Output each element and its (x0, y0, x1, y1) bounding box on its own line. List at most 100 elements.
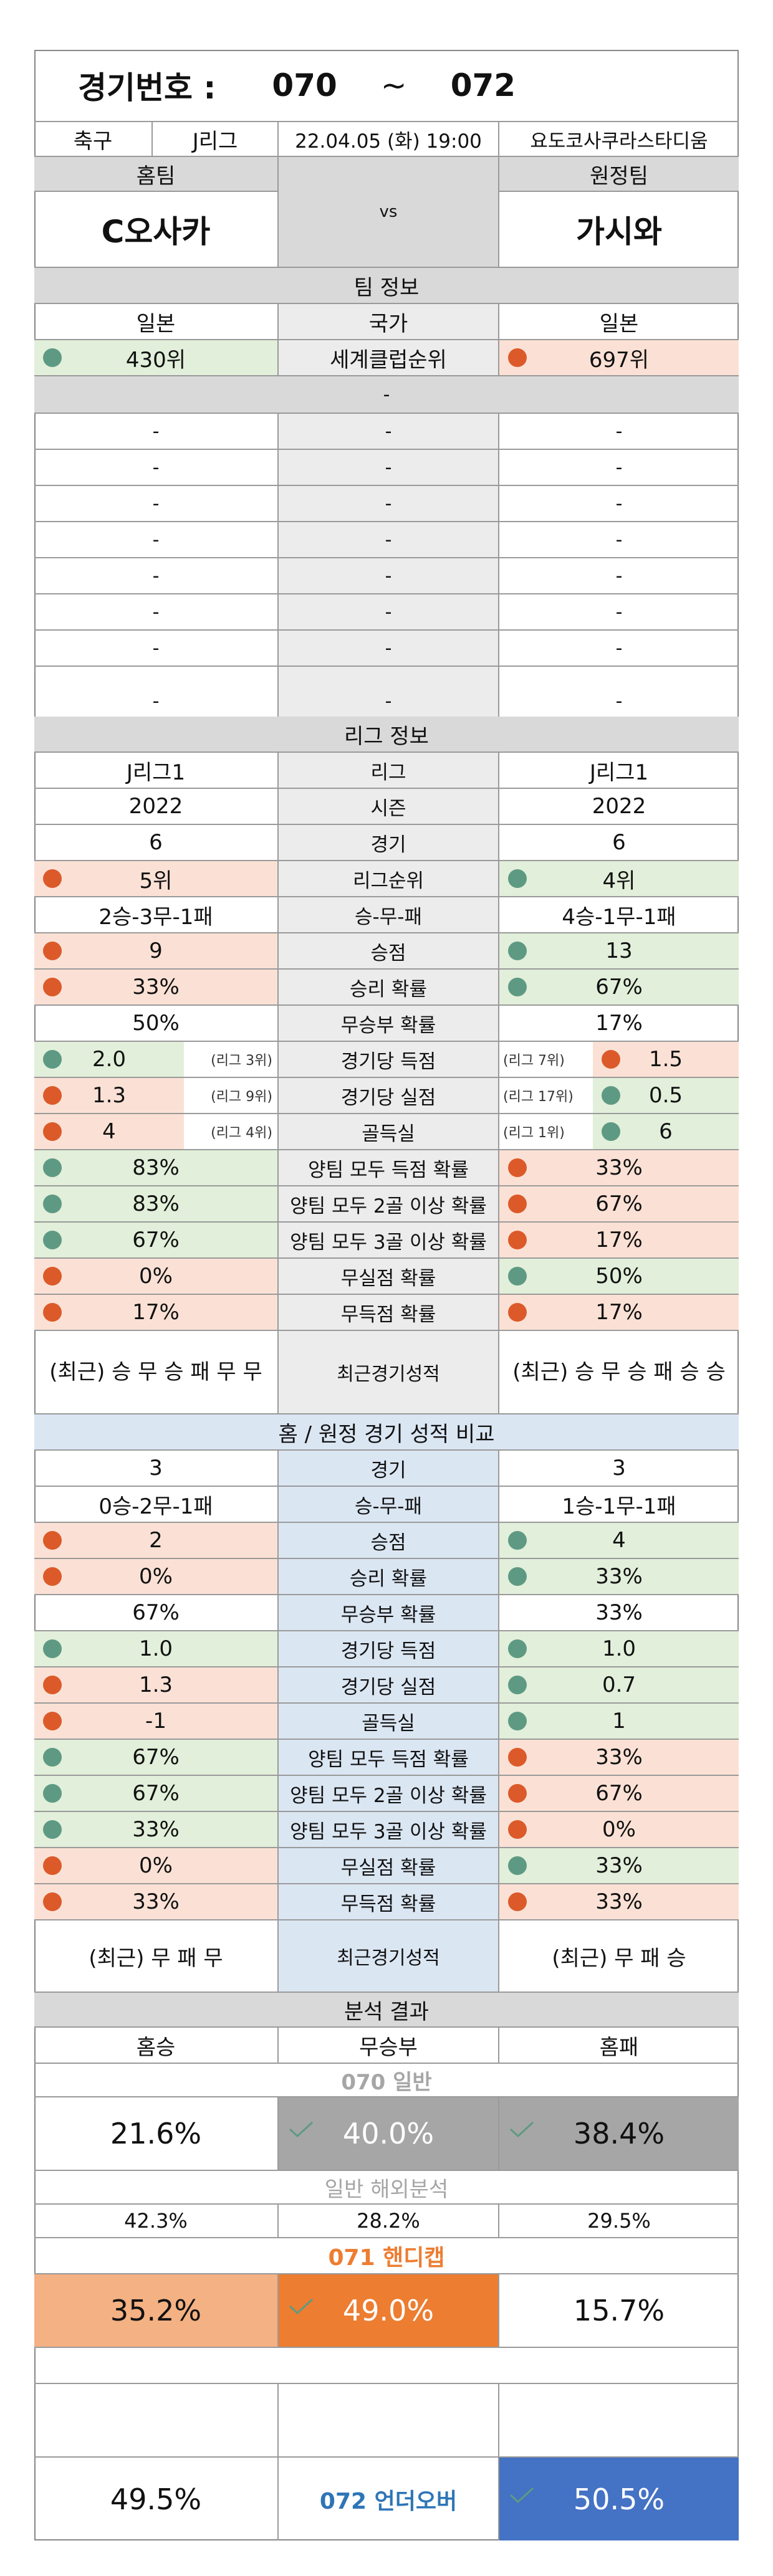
home-world-rank: 430위 (125, 347, 186, 373)
dash-cell: - (34, 450, 279, 485)
league: J리그 (153, 122, 279, 156)
league-stat-label: 양팀 모두 3골 이상 확률 (279, 1223, 499, 1257)
game72-under[interactable]: 49.5% (34, 2458, 279, 2540)
game70-row: 21.6% 40.0% 38.4% (34, 2097, 739, 2171)
compare-away-value: 33% (595, 1889, 643, 1914)
away-team-name[interactable]: 가시와 (576, 214, 662, 250)
away-recent-compare: (최근) 무 패 승 (552, 1945, 686, 1971)
compare-stat-label: 무승부 확률 (279, 1595, 499, 1630)
red-indicator-icon (508, 1892, 527, 1911)
league-home-value: J리그1 (126, 760, 186, 785)
home-team-name[interactable]: C오사카 (34, 192, 279, 267)
league-away-value: 0.5 (648, 1083, 683, 1108)
league-home-value: 0% (139, 1264, 173, 1289)
compare-stat-row: 33% 무득점 확률 33% (34, 1884, 739, 1920)
league-away-value: 33% (595, 1155, 643, 1180)
compare-home-value: 1.0 (138, 1636, 173, 1661)
game70-draw: 40.0% (342, 2117, 435, 2150)
green-indicator-icon (508, 1267, 527, 1286)
league-stat-label: 승점 (279, 933, 499, 968)
league-stat-row: 2022 시즌 2022 (34, 789, 739, 825)
game70-away: 38.4% (573, 2117, 665, 2150)
compare-stat-label: 승-무-패 (279, 1487, 499, 1522)
home-recent-league: (최근) 승 무 승 패 무 무 (34, 1331, 279, 1413)
compare-stat-row: 67% 양팀 모두 2골 이상 확률 67% (34, 1776, 739, 1812)
dash-cell: - (615, 690, 623, 712)
team-info-blank-row: --- (34, 414, 739, 450)
league-info-header: 리그 정보 (34, 717, 739, 753)
league-away-value: 67% (595, 975, 643, 999)
compare-away-value: 33% (595, 1853, 643, 1878)
compare-stat-row: 3 경기 3 (34, 1451, 739, 1487)
compare-stat-row: -1 골득실 1 (34, 1704, 739, 1740)
league-stat-row: 83% 양팀 모두 2골 이상 확률 67% (34, 1186, 739, 1223)
green-indicator-icon (43, 1195, 62, 1213)
team-info-blank-row: --- (34, 450, 739, 486)
league-recent-row: (최근) 승 무 승 패 무 무 최근경기성적 (최근) 승 무 승 패 승 승 (34, 1331, 739, 1414)
compare-home-value: 0% (139, 1564, 173, 1589)
col-home-win: 홈승 (34, 2028, 279, 2063)
league-home-value: 9 (149, 938, 163, 963)
compare-stat-row: 2 승점 4 (34, 1523, 739, 1559)
compare-home-value: 3 (149, 1456, 163, 1481)
compare-stat-row: 1.0 경기당 득점 1.0 (34, 1631, 739, 1667)
league-away-value: 2022 (592, 794, 646, 819)
league-stat-label: 양팀 모두 득점 확률 (279, 1150, 499, 1185)
home-team-label: 홈팀 (34, 157, 279, 192)
check-icon (509, 2487, 534, 2503)
compare-header: 홈 / 원정 경기 성적 비교 (34, 1414, 739, 1451)
league-stat-row: 6 경기 6 (34, 825, 739, 861)
league-home-value: 17% (132, 1300, 180, 1325)
league-away-value: 50% (595, 1264, 643, 1289)
compare-stat-label: 양팀 모두 3골 이상 확률 (279, 1812, 499, 1847)
match-number-header: 경기번호 : 070 ~ 072 (34, 50, 739, 122)
league-home-value: 33% (132, 975, 180, 999)
game71-header: 071 핸디캡 (34, 2238, 739, 2274)
dash-cell: - (279, 486, 499, 521)
compare-home-value: 0승-2무-1패 (98, 1494, 213, 1519)
dash-cell: - (615, 637, 623, 659)
game71-row: 35.2% 49.0% 15.7% (34, 2274, 739, 2348)
match-datetime: 22.04.05 (화) 19:00 (279, 122, 499, 156)
red-indicator-icon (508, 1303, 527, 1322)
league-home-value: 50% (132, 1011, 180, 1036)
red-indicator-icon (43, 942, 62, 960)
league-away-rank-note: (리그 7위) (503, 1053, 565, 1069)
match-number-from: 070 (272, 67, 337, 103)
league-home-value: 2승-3무-1패 (98, 904, 213, 930)
green-indicator-icon (43, 1158, 62, 1177)
red-indicator-icon (43, 978, 62, 996)
compare-stat-label: 승점 (279, 1523, 499, 1558)
home-recent-compare: (최근) 무 패 무 (34, 1920, 279, 1992)
red-indicator-icon (43, 1856, 62, 1875)
red-indicator-icon (508, 1195, 527, 1213)
league-stat-label: 경기 (279, 825, 499, 860)
green-indicator-icon (602, 1122, 620, 1141)
league-stat-label: 시즌 (279, 789, 499, 824)
spacer-row (34, 2348, 739, 2384)
league-away-value: J리그1 (589, 760, 649, 785)
game70-header: 070 일반 (34, 2064, 739, 2097)
game71-away[interactable]: 15.7% (573, 2294, 665, 2327)
overseas-home: 42.3% (34, 2205, 279, 2237)
league-stat-row: 83% 양팀 모두 득점 확률 33% (34, 1150, 739, 1186)
compare-away-value: 1승-1무-1패 (562, 1494, 676, 1519)
compare-home-value: 1.3 (138, 1672, 173, 1697)
compare-recent-label: 최근경기성적 (279, 1920, 499, 1992)
green-indicator-icon (43, 1231, 62, 1249)
red-indicator-icon (508, 348, 527, 367)
overseas-away: 29.5% (587, 2209, 651, 2233)
compare-stat-label: 경기당 득점 (279, 1631, 499, 1666)
red-indicator-icon (43, 1303, 62, 1322)
green-indicator-icon (43, 1820, 62, 1839)
dash-cell: - (34, 486, 279, 521)
game70-home[interactable]: 21.6% (34, 2097, 279, 2170)
game71-home[interactable]: 35.2% (34, 2274, 279, 2347)
league-stat-label: 리그 (279, 753, 499, 788)
compare-home-value: 67% (132, 1781, 180, 1806)
league-stat-row: 33% 승리 확률 67% (34, 970, 739, 1006)
team-info-blank-row: --- (34, 522, 739, 558)
league-away-value: 17% (595, 1228, 643, 1252)
compare-stat-label: 골득실 (279, 1704, 499, 1739)
league-home-value: 83% (132, 1155, 180, 1180)
